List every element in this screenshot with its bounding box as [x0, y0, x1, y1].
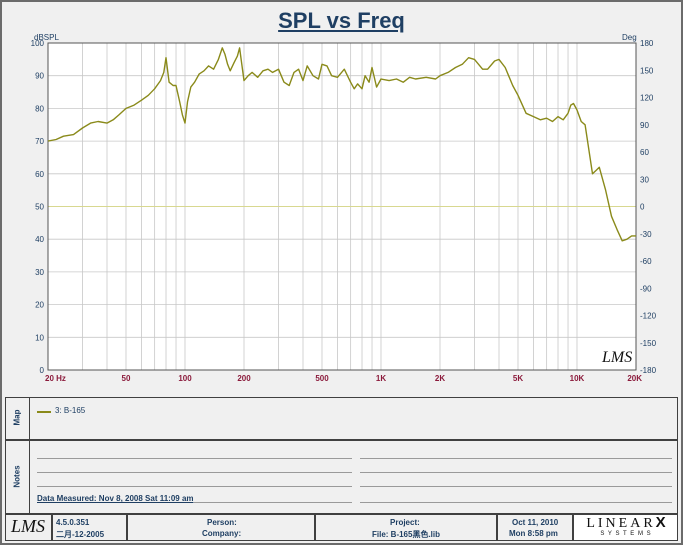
x-tick-label: 20 Hz [45, 374, 66, 383]
y2-tick-label: 90 [640, 121, 649, 130]
page-title: SPL vs Freq [278, 8, 405, 33]
notes-line [37, 486, 352, 487]
version-date-text: 二月-12-2005 [56, 530, 105, 539]
y2-tick-label: -180 [640, 366, 657, 375]
y-tick-label: 0 [40, 366, 45, 375]
notes-line [360, 458, 672, 459]
notes-line [360, 486, 672, 487]
y-tick-label: 90 [35, 72, 44, 81]
linearx-logo: LINEARX [578, 514, 674, 532]
x-tick-label: 50 [122, 374, 131, 383]
footer-person-cell [127, 514, 315, 541]
person-label: Person: [207, 518, 237, 527]
map-panel [5, 397, 678, 440]
footer-logo-cell [5, 514, 52, 541]
notes-line [37, 458, 352, 459]
legend-entry: 3: B-165 [55, 406, 86, 415]
notes-label: Notes [12, 465, 22, 488]
lms-watermark: LMS [601, 349, 632, 366]
brand-systems: S Y S T E M S [600, 531, 652, 537]
footer-date-cell [497, 514, 573, 541]
notes-line [37, 502, 352, 503]
x-tick-label: 2K [435, 374, 445, 383]
footer-lms-logo: LMS [11, 516, 46, 536]
y-tick-label: 30 [35, 268, 44, 277]
y-tick-label: 50 [35, 203, 44, 212]
data-measured-text: Data Measured: Nov 8, 2008 Sat 11:09 am [37, 494, 194, 503]
footer-brand-cell [573, 514, 678, 541]
map-label-cell [5, 397, 30, 440]
x-tick-label: 5K [513, 374, 523, 383]
y-tick-label: 40 [35, 235, 44, 244]
x-tick-label: 10K [570, 374, 585, 383]
map-label: Map [12, 409, 22, 426]
y-axis-label: dBSPL [34, 33, 59, 42]
y2-tick-label: 60 [640, 148, 649, 157]
x-tick-label: 100 [178, 374, 192, 383]
project-label: Project: [390, 518, 420, 527]
footer-project-cell [315, 514, 497, 541]
y2-tick-label: 180 [640, 39, 654, 48]
x-tick-label: 200 [237, 374, 251, 383]
y-tick-label: 70 [35, 137, 44, 146]
y-tick-label: 10 [35, 333, 44, 342]
y2-tick-label: 30 [640, 175, 649, 184]
version-text: 4.5.0.351 [56, 518, 90, 527]
date-text: Oct 11, 2010 [512, 518, 559, 527]
y2-tick-label: -30 [640, 230, 652, 239]
notes-line [360, 502, 672, 503]
legend-swatch [37, 411, 51, 413]
y-tick-label: 80 [35, 104, 44, 113]
footer-version-cell [52, 514, 127, 541]
company-label: Company: [202, 529, 242, 538]
y2-tick-label: 0 [640, 203, 645, 212]
y-tick-label: 20 [35, 301, 44, 310]
notes-line [360, 472, 672, 473]
notes-line [37, 472, 352, 473]
y2-tick-label: -60 [640, 257, 652, 266]
y-tick-label: 60 [35, 170, 44, 179]
y2-tick-label: 120 [640, 94, 654, 103]
plot-border [47, 42, 637, 371]
x-tick-label: 20K [627, 374, 642, 383]
brand-x: X [655, 514, 666, 531]
y2-tick-label: -90 [640, 284, 652, 293]
y2-tick-label: -150 [640, 339, 657, 348]
y2-tick-label: -120 [640, 312, 657, 321]
y2-tick-label: 150 [640, 66, 654, 75]
spl-curve [47, 47, 636, 242]
x-tick-label: 500 [315, 374, 329, 383]
time-text: Mon 8:58 pm [509, 529, 558, 538]
y2-axis-label: Deg [622, 33, 637, 42]
brand-linear: LINEAR [586, 516, 656, 531]
file-label: File: B-165黑色.lib [372, 530, 441, 539]
notes-label-cell [5, 440, 30, 514]
x-tick-label: 1K [376, 374, 386, 383]
y-tick-label: 100 [31, 39, 45, 48]
